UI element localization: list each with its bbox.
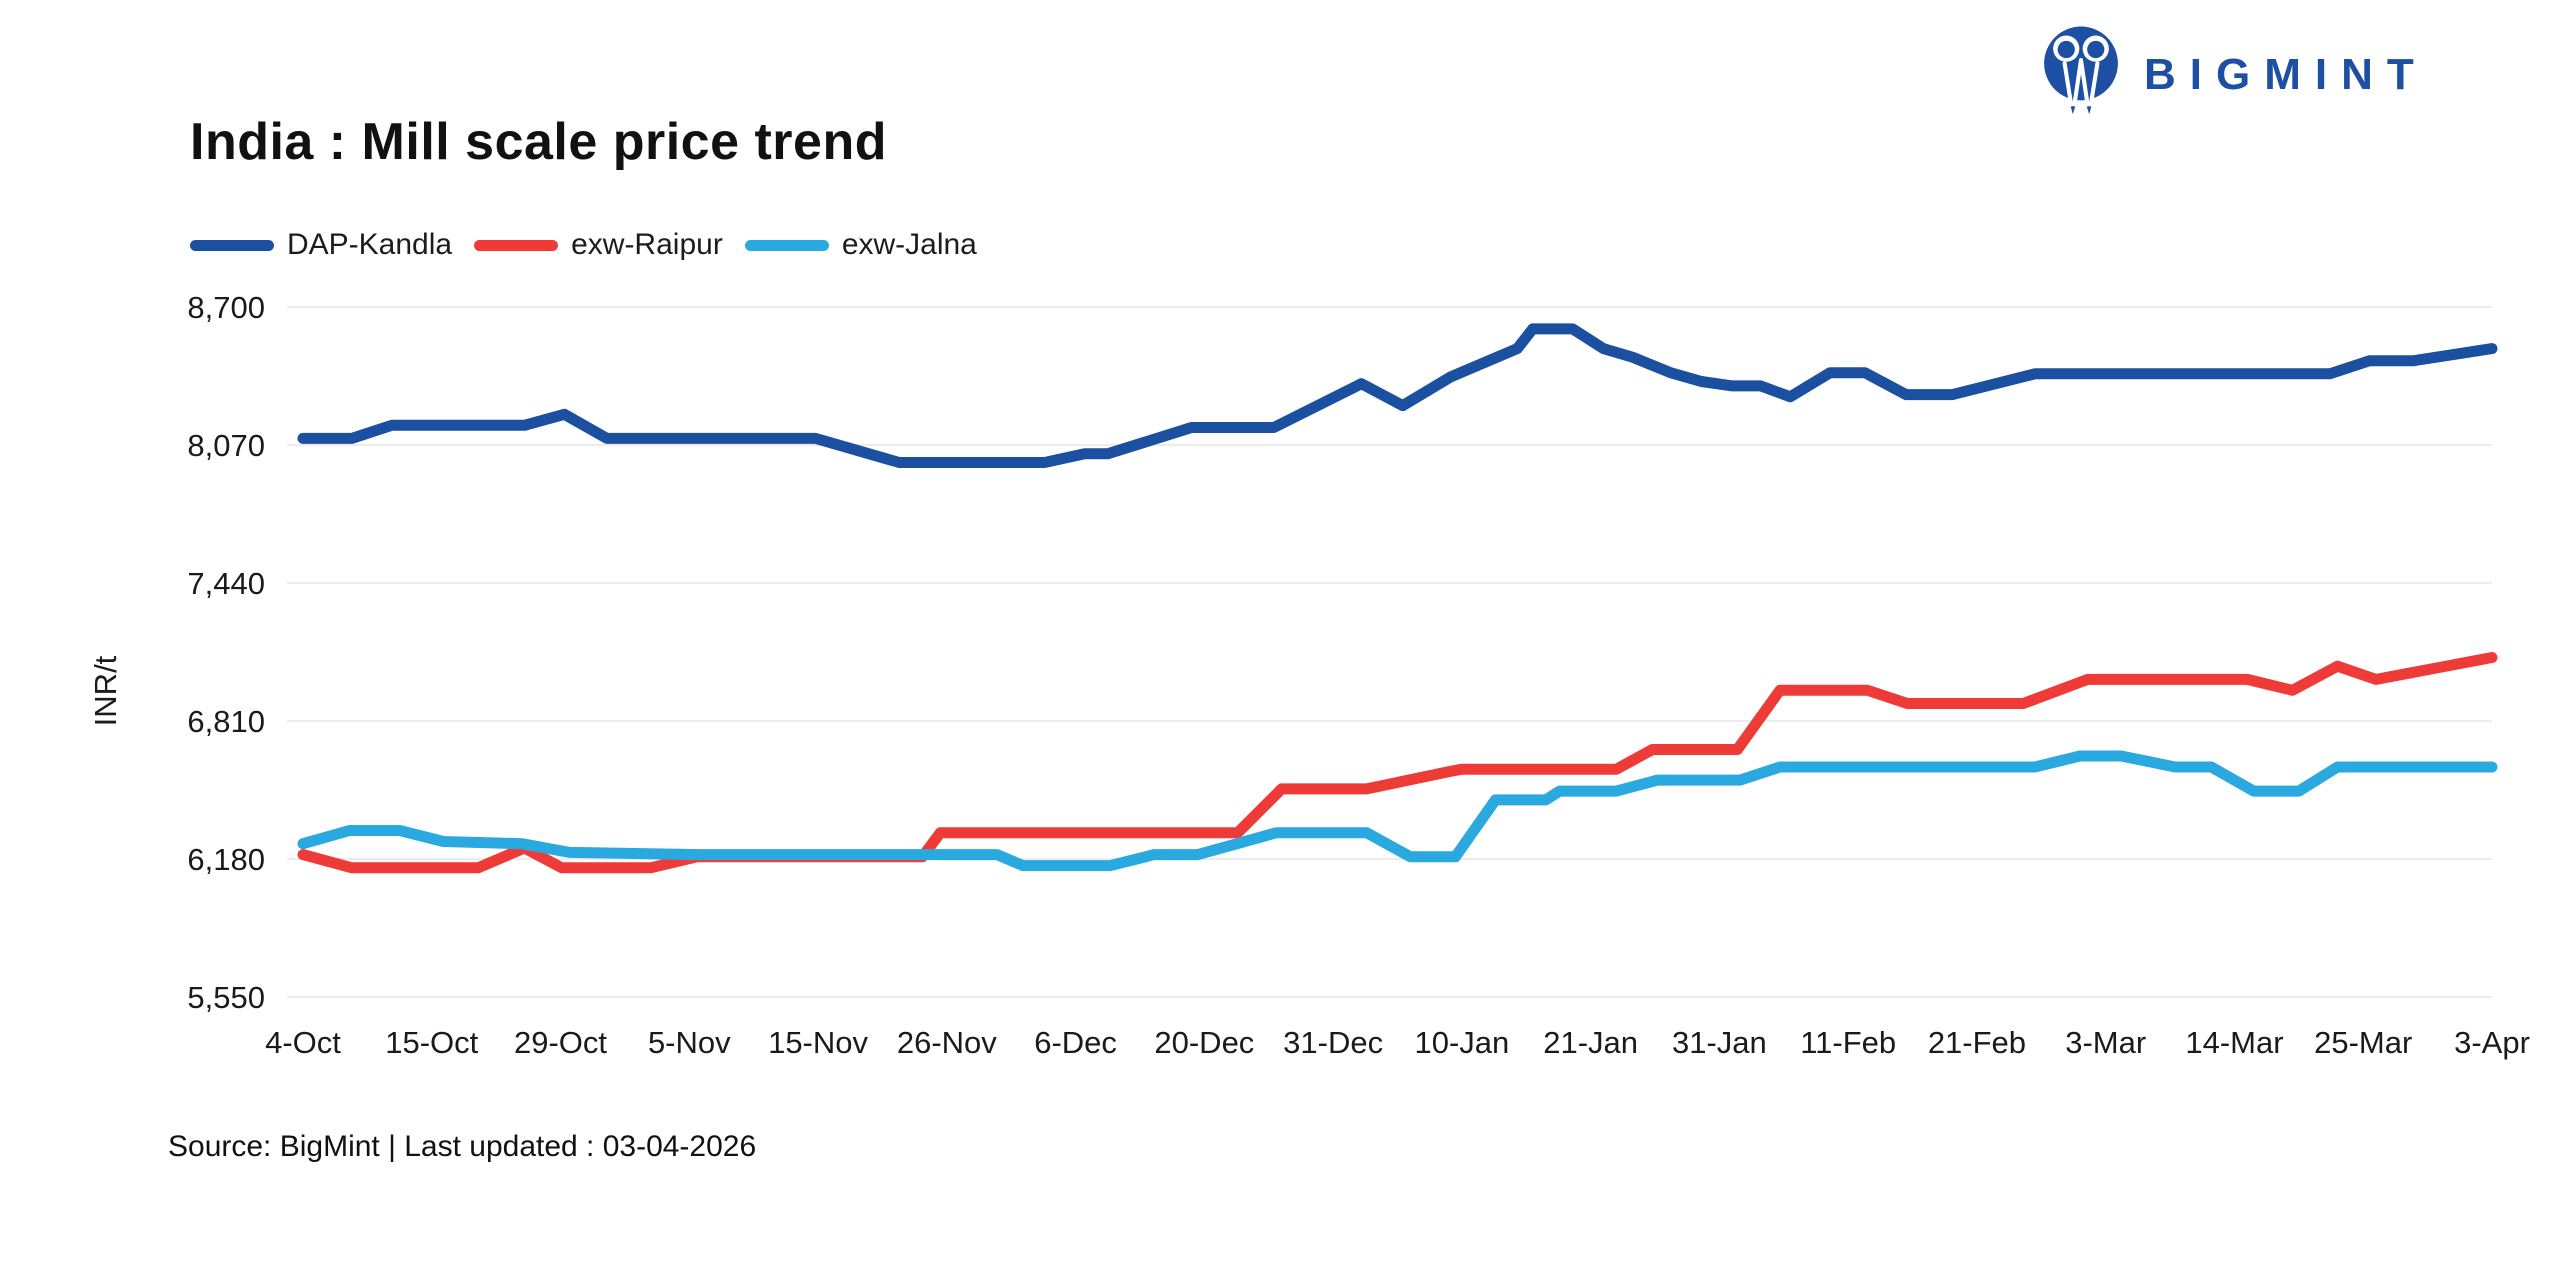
x-tick-label: 4-Oct <box>265 1025 341 1060</box>
series-line-dap-kandla[interactable] <box>297 323 2498 468</box>
y-axis-title: INR/t <box>88 655 123 727</box>
legend-swatch-red <box>474 239 559 251</box>
bigmint-logo-text: BIGMINT <box>2144 50 2428 99</box>
legend-item-exw-raipur[interactable]: exw-Raipur <box>474 228 723 262</box>
y-tick-label: 8,700 <box>187 290 265 325</box>
x-tick-label: 3-Apr <box>2454 1025 2530 1060</box>
chart-legend: DAP-Kandla exw-Raipur exw-Jalna <box>190 228 977 262</box>
legend-swatch-blue <box>190 239 274 251</box>
page-title: India : Mill scale price trend <box>190 113 887 171</box>
x-tick-label: 15-Oct <box>385 1025 478 1060</box>
x-tick-label: 11-Feb <box>1800 1025 1896 1060</box>
y-tick-label: 5,550 <box>187 980 265 1015</box>
x-tick-label: 29-Oct <box>514 1025 607 1060</box>
y-tick-label: 6,180 <box>187 842 265 877</box>
bigmint-logo: BIGMINT <box>2040 24 2428 116</box>
y-tick-label: 6,810 <box>187 704 265 739</box>
x-tick-label: 6-Dec <box>1034 1025 1117 1060</box>
x-tick-label: 31-Dec <box>1283 1025 1383 1060</box>
x-tick-label: 14-Mar <box>2185 1025 2283 1060</box>
y-tick-label: 8,070 <box>187 428 265 463</box>
source-note: Source: BigMint | Last updated : 03-04-2… <box>168 1130 757 1163</box>
x-tick-label: 26-Nov <box>897 1025 997 1060</box>
legend-label: DAP-Kandla <box>287 228 453 261</box>
x-tick-label: 5-Nov <box>648 1025 731 1060</box>
x-tick-label: 25-Mar <box>2314 1025 2412 1060</box>
bigmint-logo-icon <box>2044 26 2118 115</box>
legend-item-exw-jalna[interactable]: exw-Jalna <box>744 228 977 262</box>
x-tick-label: 20-Dec <box>1154 1025 1254 1060</box>
legend-item-dap-kandla[interactable]: DAP-Kandla <box>190 228 452 262</box>
legend-swatch-cyan <box>744 239 829 251</box>
x-tick-label: 3-Mar <box>2065 1025 2146 1060</box>
y-tick-label: 7,440 <box>187 566 265 601</box>
x-tick-label: 21-Jan <box>1543 1025 1638 1060</box>
x-tick-label: 15-Nov <box>768 1025 868 1060</box>
legend-label: exw-Raipur <box>571 228 723 261</box>
series-line-exw-raipur[interactable] <box>297 652 2498 874</box>
x-tick-label: 21-Feb <box>1928 1025 2026 1060</box>
x-tick-label: 31-Jan <box>1672 1025 1767 1060</box>
x-tick-label: 10-Jan <box>1414 1025 1509 1060</box>
legend-label: exw-Jalna <box>841 228 977 261</box>
series-line-exw-jalna[interactable] <box>297 750 2498 872</box>
